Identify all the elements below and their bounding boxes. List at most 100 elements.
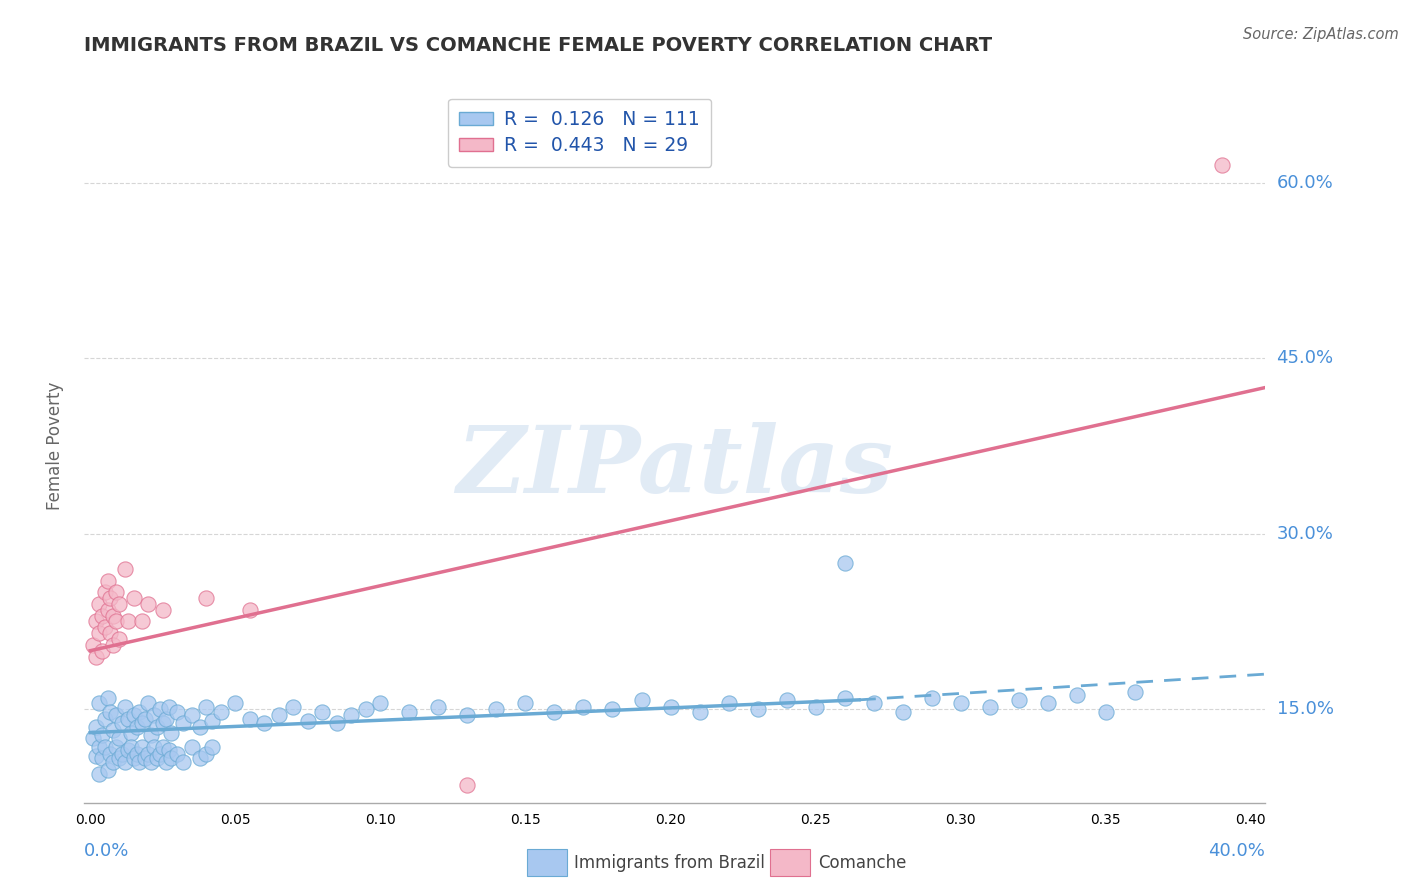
Point	[134, 712, 156, 726]
Point	[155, 712, 177, 726]
Text: IMMIGRANTS FROM BRAZIL VS COMANCHE FEMALE POVERTY CORRELATION CHART: IMMIGRANTS FROM BRAZIL VS COMANCHE FEMAL…	[84, 36, 993, 54]
Point	[149, 747, 172, 761]
Point	[201, 714, 224, 728]
Point	[136, 747, 159, 761]
Text: Comanche: Comanche	[818, 854, 907, 871]
Point	[128, 705, 150, 719]
Point	[160, 725, 183, 739]
Y-axis label: Female Poverty: Female Poverty	[45, 382, 63, 510]
Point	[1036, 697, 1059, 711]
Point	[157, 699, 180, 714]
Point	[139, 728, 162, 742]
Legend: R =  0.126   N = 111, R =  0.443   N = 29: R = 0.126 N = 111, R = 0.443 N = 29	[449, 99, 711, 167]
Point	[195, 699, 218, 714]
Point	[239, 603, 262, 617]
Point	[103, 608, 125, 623]
Point	[155, 755, 177, 769]
Point	[172, 716, 194, 731]
Point	[659, 699, 682, 714]
Point	[114, 755, 136, 769]
Point	[87, 626, 110, 640]
Point	[122, 708, 145, 723]
Point	[84, 615, 107, 629]
Point	[100, 591, 122, 605]
Point	[804, 699, 827, 714]
Point	[160, 751, 183, 765]
Point	[180, 739, 202, 754]
Point	[340, 708, 363, 723]
Point	[190, 720, 212, 734]
Point	[190, 751, 212, 765]
Text: Immigrants from Brazil: Immigrants from Brazil	[574, 854, 765, 871]
Point	[834, 556, 856, 570]
Point	[108, 731, 131, 746]
Point	[122, 591, 145, 605]
Point	[97, 690, 120, 705]
Point	[602, 702, 624, 716]
Text: 45.0%: 45.0%	[1277, 350, 1334, 368]
Point	[108, 751, 131, 765]
Point	[195, 747, 218, 761]
Point	[134, 751, 156, 765]
Point	[120, 725, 142, 739]
Point	[166, 705, 188, 719]
Point	[84, 720, 107, 734]
Point	[180, 708, 202, 723]
Point	[1094, 705, 1116, 719]
Point	[84, 649, 107, 664]
Point	[209, 705, 232, 719]
Point	[427, 699, 450, 714]
Point	[114, 562, 136, 576]
Point	[1008, 693, 1031, 707]
Point	[456, 778, 478, 792]
Point	[143, 739, 166, 754]
Point	[90, 728, 112, 742]
Point	[398, 705, 420, 719]
Point	[97, 603, 120, 617]
Point	[128, 755, 150, 769]
Point	[103, 638, 125, 652]
Point	[108, 597, 131, 611]
Point	[103, 723, 125, 738]
Text: 0.0%: 0.0%	[84, 842, 129, 860]
Point	[82, 731, 104, 746]
Point	[87, 597, 110, 611]
Point	[105, 739, 128, 754]
Point	[297, 714, 319, 728]
Point	[87, 739, 110, 754]
Point	[717, 697, 740, 711]
Point	[747, 702, 769, 716]
Point	[267, 708, 290, 723]
Point	[100, 705, 122, 719]
Point	[131, 716, 153, 731]
Point	[891, 705, 914, 719]
Point	[172, 755, 194, 769]
Point	[111, 747, 134, 761]
Point	[139, 755, 162, 769]
Point	[1123, 684, 1146, 698]
Point	[93, 712, 115, 726]
Point	[543, 705, 565, 719]
Point	[103, 755, 125, 769]
Point	[117, 712, 139, 726]
Point	[117, 743, 139, 757]
Point	[515, 697, 537, 711]
Point	[90, 608, 112, 623]
Point	[108, 632, 131, 646]
Point	[90, 644, 112, 658]
Point	[122, 751, 145, 765]
Point	[143, 708, 166, 723]
Text: 40.0%: 40.0%	[1209, 842, 1265, 860]
Point	[97, 763, 120, 777]
Point	[239, 712, 262, 726]
Point	[90, 751, 112, 765]
Point	[283, 699, 305, 714]
Point	[131, 739, 153, 754]
Text: 30.0%: 30.0%	[1277, 524, 1333, 542]
Point	[100, 626, 122, 640]
Point	[456, 708, 478, 723]
Point	[253, 716, 276, 731]
Point	[1066, 688, 1088, 702]
Point	[84, 749, 107, 764]
Point	[149, 702, 172, 716]
